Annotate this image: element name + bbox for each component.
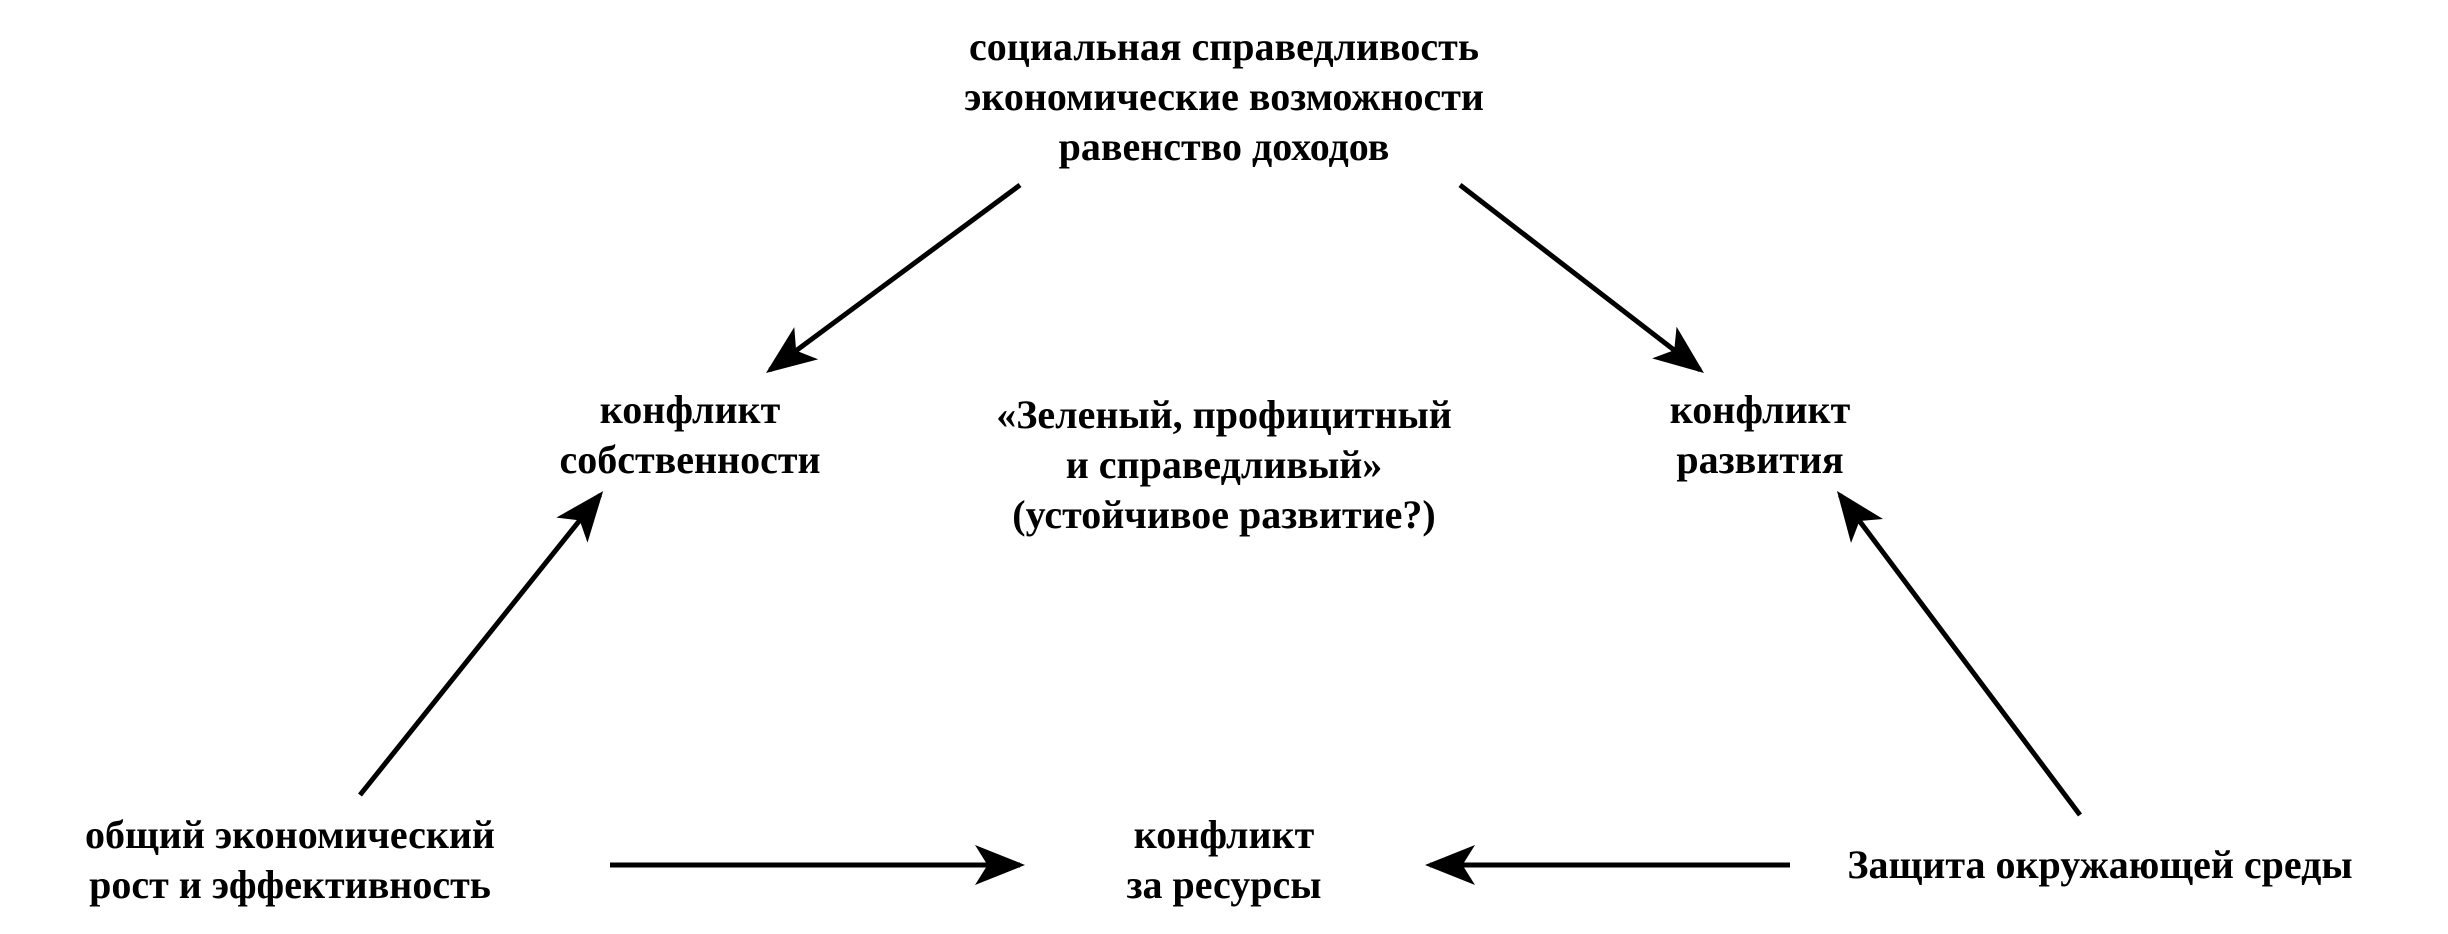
node-center: «Зеленый, профицитный и справедливый» (у… (864, 390, 1584, 540)
node-top: социальная справедливость экономические … (724, 22, 1724, 172)
node-bottom-left: общий экономический рост и эффективность (0, 810, 600, 910)
edge-top-to-left_mid (770, 185, 1020, 370)
node-bottom-center: конфликт за ресурсы (1014, 810, 1434, 910)
edge-bottom_left-to-left_mid (360, 495, 600, 795)
node-right-conflict: конфликт развития (1550, 385, 1970, 485)
node-bottom-right: Защита окружающей среды (1760, 840, 2440, 890)
edge-bottom_right-to-right_mid (1840, 495, 2080, 815)
edge-top-to-right_mid (1460, 185, 1700, 370)
